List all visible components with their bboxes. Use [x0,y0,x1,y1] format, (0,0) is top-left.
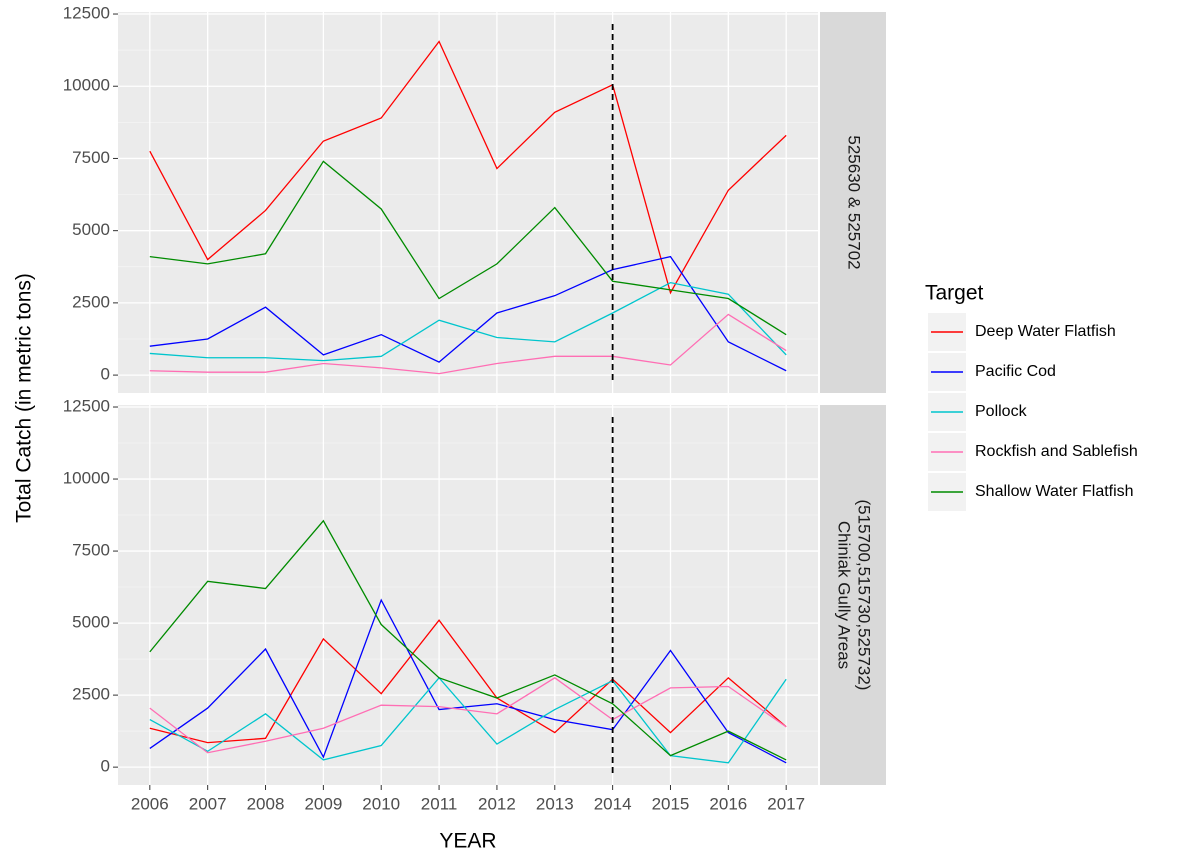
x-tick-label: 2006 [131,794,169,813]
series-line: Deep Water Flatfish [149,619,787,744]
x-tick-label: 2009 [304,794,342,813]
legend-label: Shallow Water Flatfish [975,483,1134,500]
series-line: Pacific Cod [149,598,787,764]
facet-strip [820,405,886,785]
y-tick-label: 12500 [63,4,110,23]
y-tick-label: 0 [101,365,110,384]
y-tick-label: 7500 [72,148,110,167]
x-tick-label: 2011 [421,794,458,813]
x-tick-label: 2015 [652,794,690,813]
y-tick-label: 10000 [63,76,110,95]
x-tick-label: 2010 [362,794,400,813]
x-tick-label: 2013 [536,794,574,813]
x-tick-label: 2017 [767,794,805,813]
legend-title: Target [925,282,984,305]
y-tick-label: 5000 [72,220,110,239]
facet-label: Chiniak Gully Areas [835,521,854,669]
series-line: Rockfish and Sablefish [149,313,787,375]
y-tick-label: 0 [101,757,110,776]
legend-label: Rockfish and Sablefish [975,443,1138,460]
series-line: Deep Water Flatfish [149,40,787,295]
legend-label: Deep Water Flatfish [975,323,1116,340]
x-tick-label: 2012 [478,794,516,813]
y-tick-label: 5000 [72,613,110,632]
legend-label: Pacific Cod [975,363,1056,380]
series-line: Rockfish and Sablefish [149,677,787,754]
y-axis-label: Total Catch (in metric tons) [13,273,36,523]
series-line: Shallow Water Flatfish [149,519,787,761]
y-tick-label: 7500 [72,541,110,560]
series-line: Pollock [149,676,787,764]
legend-label: Pollock [975,403,1028,420]
facet-label: (515700,515730,525732) [855,500,874,691]
y-tick-label: 10000 [63,469,110,488]
series-line: Pollock [149,281,787,362]
x-tick-label: 2016 [709,794,747,813]
panel-background [118,12,818,393]
facet-label: 525630 & 525702 [845,135,864,269]
x-tick-label: 2014 [594,794,632,813]
series-line: Shallow Water Flatfish [149,160,787,336]
x-tick-label: 2008 [247,794,285,813]
y-tick-label: 12500 [63,397,110,416]
series-line: Pacific Cod [149,255,787,372]
panel-background [118,405,818,785]
x-axis-label: YEAR [439,830,496,853]
y-tick-label: 2500 [72,685,110,704]
y-tick-label: 2500 [72,292,110,311]
x-tick-label: 2007 [189,794,227,813]
facet-strip [820,12,886,393]
